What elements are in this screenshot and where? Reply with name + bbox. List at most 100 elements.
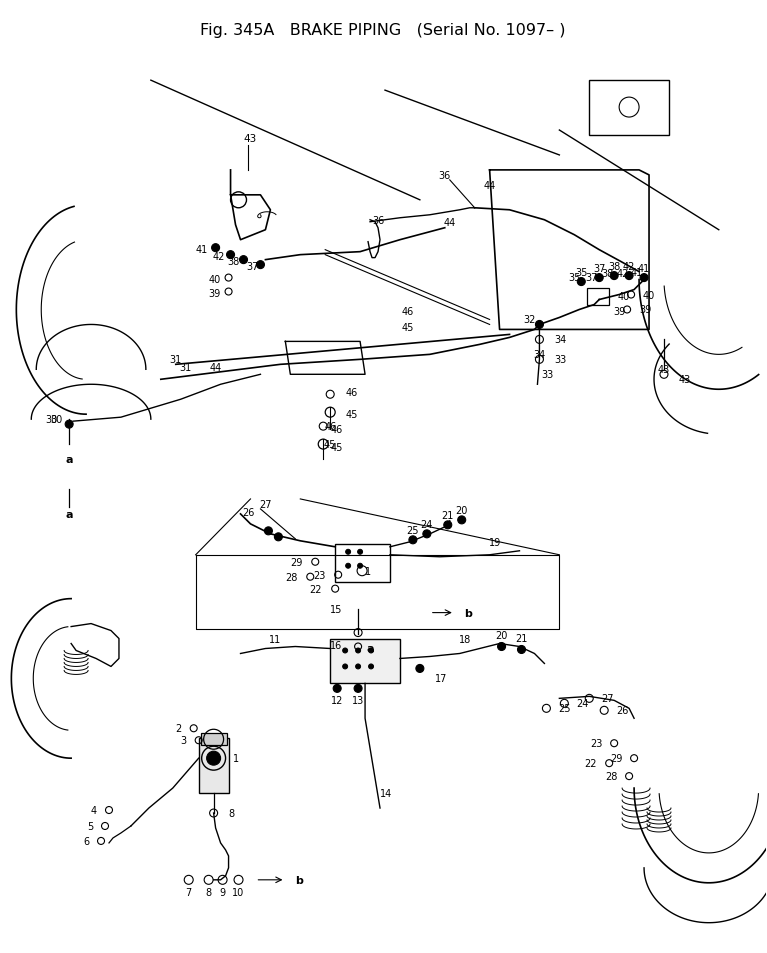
Circle shape [369,648,374,654]
Text: 21: 21 [442,511,454,520]
Text: 39: 39 [639,305,651,315]
Text: 38: 38 [601,269,614,278]
Bar [201,734,226,745]
Text: 44: 44 [209,363,222,373]
Bar [588,288,609,306]
Circle shape [65,420,73,429]
Text: 34: 34 [533,350,545,360]
Circle shape [409,537,417,544]
Text: 46: 46 [402,307,414,317]
Text: 1: 1 [365,566,371,577]
Text: 39: 39 [209,288,221,298]
Text: 26: 26 [242,507,255,517]
Text: 39: 39 [613,307,625,317]
Text: 36: 36 [439,171,451,181]
Text: 35: 35 [575,267,588,277]
Text: 28: 28 [285,572,298,582]
Text: 30: 30 [45,415,58,425]
Text: 7: 7 [186,887,192,897]
Text: 40: 40 [618,292,630,301]
Text: 14: 14 [380,788,392,799]
Circle shape [357,563,363,569]
Text: 16: 16 [330,639,342,650]
Text: 42: 42 [212,252,225,261]
Circle shape [444,521,452,529]
Circle shape [275,534,282,541]
Circle shape [343,664,347,669]
Circle shape [498,643,505,651]
Circle shape [356,664,360,669]
Circle shape [611,273,618,280]
Text: 37: 37 [593,263,605,274]
Text: 43: 43 [658,365,670,375]
Text: 4: 4 [91,805,97,815]
Text: a: a [65,509,73,519]
Circle shape [346,563,351,569]
Text: 17: 17 [435,674,447,683]
Text: b: b [464,608,472,618]
Text: 21: 21 [515,633,528,643]
Circle shape [333,684,341,693]
Text: 46: 46 [345,388,357,397]
Text: 37: 37 [585,273,597,282]
Text: 3: 3 [180,736,186,745]
Circle shape [535,321,543,329]
Text: 41: 41 [631,267,644,277]
Text: 41: 41 [196,244,208,254]
Text: 40: 40 [643,291,655,300]
Text: 31: 31 [179,363,192,373]
Circle shape [346,550,351,555]
Text: 25: 25 [407,525,419,536]
Text: 2: 2 [176,723,182,734]
Text: 45: 45 [331,442,343,453]
Text: 24: 24 [576,699,589,709]
Text: 36: 36 [372,215,384,226]
Text: 43: 43 [244,133,257,144]
Text: 12: 12 [331,696,344,705]
Text: b: b [295,875,303,885]
Circle shape [212,244,219,253]
Circle shape [343,648,347,654]
Text: 42: 42 [617,269,629,278]
Text: 40: 40 [209,274,221,284]
Text: 15: 15 [330,604,342,614]
Text: 44: 44 [443,217,456,228]
Text: 29: 29 [610,754,622,763]
Text: 23: 23 [590,739,602,748]
Text: 20: 20 [456,505,468,516]
Circle shape [356,648,360,654]
Text: 46: 46 [324,422,336,432]
Text: 42: 42 [623,261,635,272]
Circle shape [578,278,585,286]
Text: 6: 6 [83,836,89,846]
Text: 27: 27 [259,499,272,510]
Text: a: a [367,644,374,654]
Text: 35: 35 [568,273,581,282]
Circle shape [423,530,431,538]
Circle shape [206,751,221,765]
Text: 46: 46 [331,425,342,435]
Text: 44: 44 [483,181,495,191]
Circle shape [458,517,466,524]
Text: 34: 34 [555,335,567,345]
Circle shape [369,664,374,669]
Text: 31: 31 [170,355,182,365]
Text: 9: 9 [219,887,225,897]
Text: 27: 27 [601,694,614,703]
Circle shape [256,261,265,270]
Circle shape [416,665,424,673]
Text: 5: 5 [87,821,93,831]
Text: 20: 20 [495,630,508,639]
Text: 13: 13 [352,696,364,705]
Text: Fig. 345A   BRAKE PIPING   (Serial No. 1097– ): Fig. 345A BRAKE PIPING (Serial No. 1097–… [200,23,566,38]
Text: 1: 1 [232,754,239,763]
Text: 43: 43 [679,375,691,385]
Bar [335,544,390,582]
Text: 33: 33 [555,355,567,365]
Text: 24: 24 [420,519,433,529]
Text: 30: 30 [50,415,62,425]
Text: 45: 45 [402,323,414,334]
Circle shape [640,274,648,282]
Text: 22: 22 [584,759,597,768]
Circle shape [226,252,235,259]
